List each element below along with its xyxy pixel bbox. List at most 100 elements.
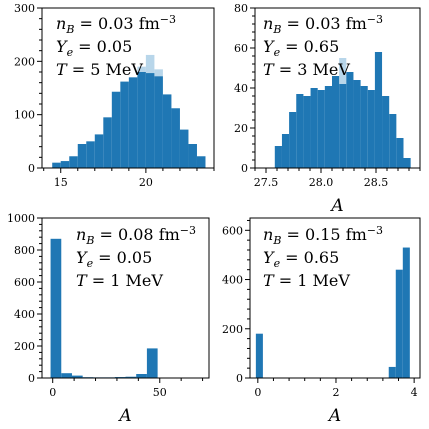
hist-bar (179, 129, 189, 168)
hist-bar (403, 158, 411, 168)
hist-bar (332, 76, 340, 168)
y-tick-label: 300 (14, 2, 35, 15)
x-tick-label: 20 (139, 176, 153, 189)
hist-bar-highlight (145, 54, 155, 74)
hist-bar (146, 348, 158, 378)
hist-bar (103, 117, 112, 168)
hist-bar (389, 114, 397, 168)
hist-bar (77, 144, 87, 168)
y-tick-label: 40 (234, 82, 248, 95)
hist-bar (289, 112, 297, 168)
hist-bar (61, 373, 72, 378)
y-tick-label: 100 (14, 109, 35, 122)
x-tick-label: 0 (254, 386, 261, 399)
hist-bar (50, 238, 62, 378)
hist-bar (296, 94, 304, 168)
y-tick-label: 200 (222, 323, 243, 336)
hist-bar-highlight (339, 58, 347, 84)
hist-bar (86, 141, 95, 168)
annotation-t-0: T = 5 MeV (56, 60, 143, 79)
y-tick-label: 20 (234, 122, 248, 135)
x-tick-label: 15 (54, 176, 68, 189)
annotation-ye-1: Ye = 0.65 (263, 37, 339, 59)
hist-bar (120, 81, 129, 168)
hist-bar (281, 134, 290, 168)
hist-bar (274, 146, 282, 168)
y-tick-label: 600 (222, 224, 243, 237)
annotation-t-3: T = 1 MeV (263, 271, 350, 290)
y-tick-label: 400 (14, 308, 35, 321)
hist-bar (396, 138, 404, 168)
hist-bar-highlight (154, 69, 163, 77)
hist-bar (69, 156, 78, 168)
ticks-0: 0 100 200 300 15 20 (14, 2, 215, 189)
y-tick-label: 0 (28, 162, 35, 175)
y-tick-label: 80 (234, 2, 248, 15)
hist-bar (339, 84, 347, 168)
hist-bar (52, 162, 61, 168)
ticks-3: 0 200 400 600 0 2 4 A (222, 219, 418, 426)
hist-bar (360, 86, 368, 168)
annotation-nb-0: nB = 0.03 fm−3 (56, 13, 176, 36)
plot-frame-3 (249, 217, 421, 379)
y-tick-label: 0 (241, 162, 248, 175)
y-tick-label: 0 (28, 372, 35, 385)
hist-bar (388, 366, 396, 378)
annotation-nb-3: nB = 0.15 fm−3 (263, 224, 383, 247)
x-tick-label: 2 (332, 386, 339, 399)
annotation-nb-2: nB = 0.08 fm−3 (76, 224, 196, 247)
hist-bar (367, 90, 375, 168)
y-tick-label: 200 (14, 340, 35, 353)
annotation-ye-2: Ye = 0.05 (76, 248, 152, 270)
hist-bar (137, 72, 146, 168)
hist-bar (402, 247, 410, 378)
x-axis-label: A (329, 196, 343, 216)
hist-bar (111, 91, 121, 168)
hist-bar (136, 374, 147, 378)
hist-bar-highlight (137, 66, 146, 72)
y-tick-label: 1000 (7, 212, 35, 225)
y-tick-label: 200 (14, 55, 35, 68)
annotation-t-1: T = 3 MeV (263, 60, 350, 79)
annotation-nb-1: nB = 0.03 fm−3 (263, 13, 383, 36)
hist-bar (128, 77, 138, 168)
plot-frame-2 (41, 217, 210, 379)
hist-bar (382, 96, 390, 168)
hist-bar (324, 86, 332, 168)
plot-frame-0 (41, 7, 215, 169)
y-tick-label: 0 (236, 372, 243, 385)
ticks-1: 0 20 40 60 80 27.5 28.0 28.5 A (234, 2, 421, 216)
x-tick-label: 4 (411, 386, 418, 399)
annotation-ye-0: Ye = 0.05 (56, 37, 132, 59)
panel-top-right: 0 20 40 60 80 27.5 28.0 28.5 A nB = 0.03 fm−3 Ye… (234, 2, 421, 216)
x-tick-label: 0 (49, 386, 56, 399)
y-tick-label: 60 (234, 42, 248, 55)
hist-bar (374, 52, 383, 168)
hist-bar (303, 96, 311, 168)
x-axis-label: A (327, 406, 341, 426)
hist-bar (317, 90, 325, 168)
hist-bar (353, 80, 361, 168)
panel-bottom-left: 0 200 400 600 800 1000 0 50 A nB = 0.08 fm−3 Ye … (7, 212, 210, 426)
hist-bar (171, 108, 180, 168)
hist-bar (310, 88, 318, 168)
hist-bar (145, 73, 155, 168)
hist-bar (346, 72, 354, 168)
hist-bar (94, 134, 104, 168)
ticks-2: 0 200 400 600 800 1000 0 50 A (7, 212, 204, 426)
x-tick-label: 50 (153, 386, 167, 399)
hist-bar (196, 156, 206, 168)
hist-bar (60, 161, 70, 168)
y-tick-label: 800 (14, 244, 35, 257)
y-tick-label: 400 (222, 274, 243, 287)
hist-bar (395, 269, 403, 378)
hist-bar (154, 76, 163, 168)
x-tick-label: 28.5 (364, 176, 389, 189)
bars-0 (52, 54, 206, 168)
hist-bar (71, 375, 83, 378)
hist-bar (125, 376, 137, 378)
y-tick-label: 600 (14, 276, 35, 289)
